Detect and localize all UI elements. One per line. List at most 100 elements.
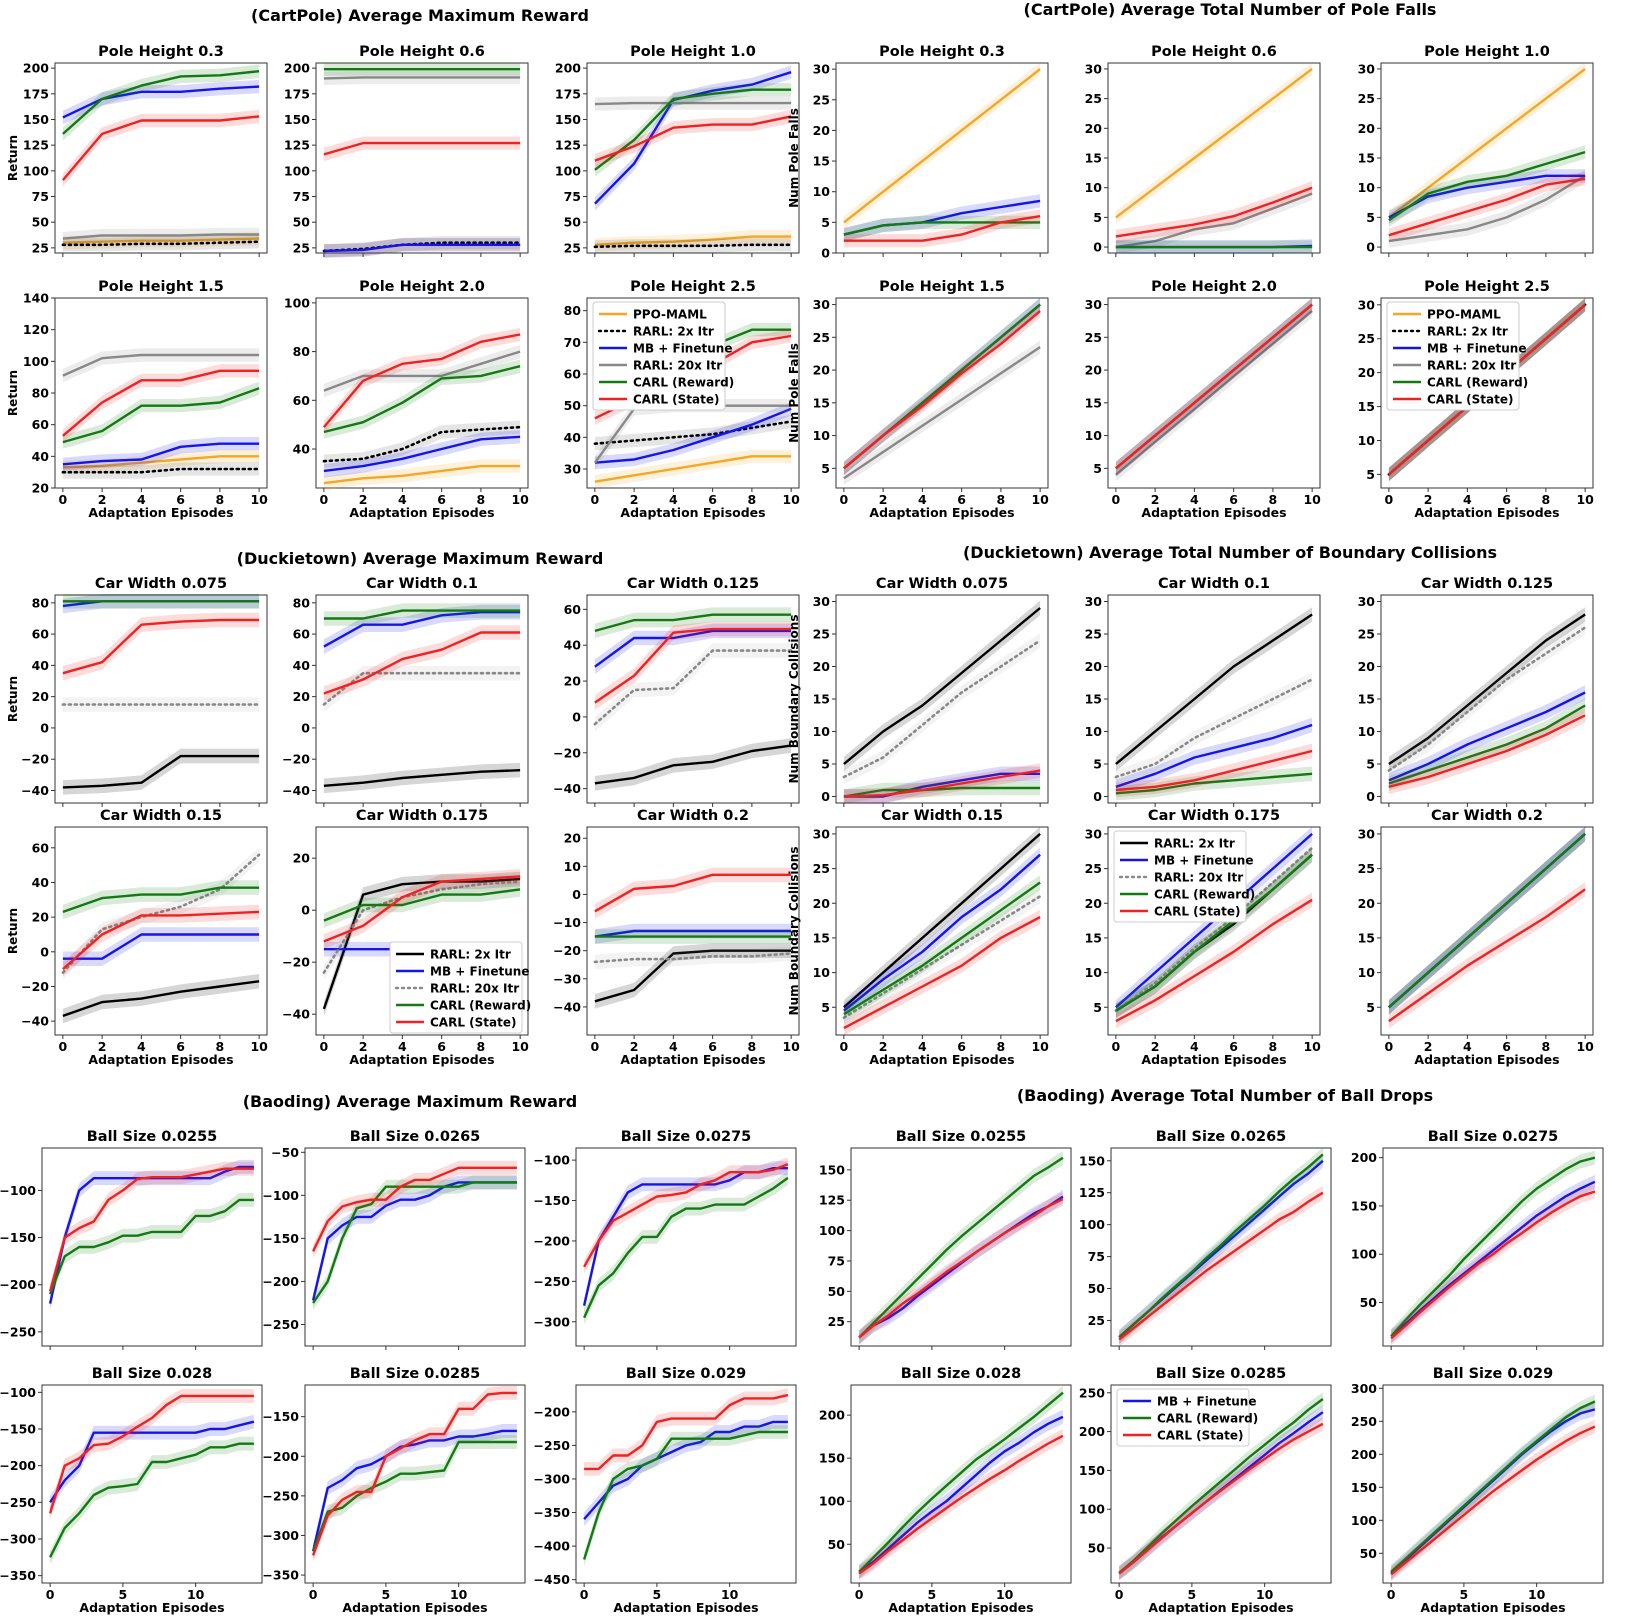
x-tick-label: 0 bbox=[320, 492, 329, 507]
series-line-rarl-20x-itr bbox=[1114, 846, 1314, 1013]
section-title-baoding-drops: (Baoding) Average Total Number of Ball D… bbox=[1017, 1086, 1433, 1105]
y-tick-label: 100 bbox=[23, 163, 49, 178]
subplot-title: Ball Size 0.0265 bbox=[1156, 1129, 1287, 1145]
series-line-rarl-2x-itr bbox=[1115, 613, 1313, 765]
y-tick-label: 0 bbox=[40, 720, 49, 735]
band-mb-finetune bbox=[323, 238, 521, 258]
y-tick-label: 80 bbox=[32, 595, 50, 610]
subplot-24: Car Width 0.2 5 10 15 20 25 30 0 2 4 6 8 10 Adaptatio… bbox=[1358, 808, 1595, 1067]
y-tick-label: −150 bbox=[262, 1231, 299, 1246]
y-tick-label: 100 bbox=[819, 1494, 845, 1509]
y-tick-label: 15 bbox=[1358, 151, 1375, 166]
plot-frame bbox=[304, 1384, 526, 1584]
y-tick-label: −250 bbox=[533, 1438, 570, 1453]
band-rarl-20x-itr bbox=[594, 643, 792, 732]
y-tick-label: −30 bbox=[553, 971, 581, 986]
series-line-rarl-20x-itr bbox=[323, 76, 521, 80]
x-tick-label: 4 bbox=[1463, 492, 1472, 507]
band-carl-reward bbox=[323, 603, 521, 626]
y-tick-label: 30 bbox=[1085, 826, 1103, 841]
series-line-carl-state bbox=[843, 769, 1041, 798]
plot-frame bbox=[54, 62, 268, 254]
y-tick-label: 20 bbox=[1358, 121, 1376, 136]
series-line-rarl-2x-itr bbox=[1388, 613, 1586, 766]
plot-frame bbox=[575, 1147, 797, 1347]
band-carl-reward bbox=[584, 1425, 788, 1567]
y-tick-label: −100 bbox=[0, 1183, 36, 1198]
band-carl-state bbox=[594, 621, 792, 710]
series-line-carl-reward bbox=[62, 387, 260, 444]
legend-label-rarl-20x-itr: RARL: 20x Itr bbox=[1154, 871, 1243, 885]
x-tick-label: 4 bbox=[137, 492, 146, 507]
y-tick-label: 30 bbox=[813, 594, 831, 609]
y-tick-label: 10 bbox=[564, 859, 582, 874]
subplot-6: Pole Height 2.5 30 40 50 60 70 80 0 2 4 6 8 10 Adapta… bbox=[564, 279, 801, 520]
series-line-carl-state bbox=[594, 627, 792, 704]
y-tick-label: 5 bbox=[821, 1000, 830, 1015]
y-tick-label: 10 bbox=[813, 724, 831, 739]
x-tick-label: 0 bbox=[1115, 1587, 1124, 1602]
y-tick-label: 20 bbox=[293, 689, 311, 704]
y-tick-label: 200 bbox=[23, 61, 49, 76]
y-tick-label: 25 bbox=[813, 330, 830, 345]
series-line-carl-state bbox=[858, 1434, 1064, 1575]
x-tick-label: 0 bbox=[580, 1587, 589, 1602]
subplot-36: Ball Size 0.029 50 100 150 200 250 300 0 5 10Adap… bbox=[1351, 1366, 1604, 1615]
band-carl-state bbox=[50, 1389, 254, 1521]
subplot-20: Car Width 0.1 0 5 10 15 20 25 30 bbox=[1085, 576, 1321, 807]
x-axis-label: Adaptation Episodes bbox=[342, 1600, 487, 1615]
y-tick-label: 5 bbox=[821, 461, 830, 476]
y-tick-label: 0 bbox=[301, 903, 310, 918]
x-tick-label: 0 bbox=[840, 492, 849, 507]
y-tick-label: −40 bbox=[282, 1007, 310, 1022]
band-carl-state bbox=[584, 1388, 788, 1476]
y-tick-label: 15 bbox=[1358, 399, 1375, 414]
series-line-rarl-20x-itr bbox=[62, 233, 260, 240]
series-line-rarl-20x-itr bbox=[61, 853, 261, 974]
y-tick-label: 20 bbox=[564, 831, 582, 846]
plot-frame bbox=[835, 297, 1049, 489]
band-mb-finetune bbox=[50, 1414, 254, 1510]
band-mb-finetune bbox=[594, 923, 792, 944]
y-tick-label: 40 bbox=[564, 638, 582, 653]
x-tick-label: 6 bbox=[1502, 492, 1511, 507]
y-tick-label: 75 bbox=[828, 1253, 845, 1268]
series-line-ppo-maml bbox=[62, 237, 260, 244]
y-tick-label: 5 bbox=[1366, 1000, 1375, 1015]
legend-box bbox=[1113, 830, 1247, 923]
series-line-rarl-20x-itr bbox=[594, 101, 792, 106]
series-line-carl-state bbox=[48, 1167, 254, 1292]
x-axis-label: Adaptation Episodes bbox=[869, 505, 1014, 520]
x-axis-label: Adaptation Episodes bbox=[1141, 505, 1286, 520]
x-axis-label: Adaptation Episodes bbox=[888, 1600, 1033, 1615]
y-tick-label: −20 bbox=[21, 752, 49, 767]
y-tick-label: 100 bbox=[23, 354, 49, 369]
series-line-rarl-2x-itr bbox=[322, 877, 521, 1010]
x-tick-label: 2 bbox=[359, 1039, 368, 1054]
x-tick-label: 4 bbox=[1190, 492, 1199, 507]
y-tick-label: 30 bbox=[1358, 61, 1376, 76]
x-tick-label: 0 bbox=[320, 1039, 329, 1054]
x-tick-label: 2 bbox=[1151, 492, 1160, 507]
series-line-mb-finetune bbox=[62, 933, 260, 960]
y-tick-label: 100 bbox=[1079, 1502, 1105, 1517]
y-tick-label: 50 bbox=[564, 398, 582, 413]
y-tick-label: −200 bbox=[0, 1277, 36, 1292]
series-line-carl-reward bbox=[583, 1176, 789, 1319]
subplot-title: Ball Size 0.029 bbox=[1433, 1366, 1553, 1382]
series-line-mb-finetune bbox=[1388, 174, 1586, 219]
band-rarl-20x-itr bbox=[323, 665, 521, 712]
x-axis-label: Adaptation Episodes bbox=[1414, 505, 1559, 520]
y-tick-label: −250 bbox=[533, 1274, 570, 1289]
section-title-duckietown-collisions: (Duckietown) Average Total Number of Bou… bbox=[963, 543, 1497, 562]
x-tick-label: 4 bbox=[1463, 1039, 1472, 1054]
subplot-title: Pole Height 2.0 bbox=[1151, 279, 1277, 295]
series-line-carl-state bbox=[62, 618, 260, 675]
series-line-ppo-maml bbox=[1115, 67, 1313, 219]
series-line-carl-reward bbox=[582, 1430, 788, 1560]
series-line-carl-reward bbox=[49, 1442, 254, 1558]
x-tick-label: 10 bbox=[450, 1587, 468, 1602]
y-tick-label: 20 bbox=[1358, 896, 1376, 911]
y-tick-label: 40 bbox=[32, 658, 50, 673]
y-tick-label: 150 bbox=[1079, 1463, 1105, 1478]
